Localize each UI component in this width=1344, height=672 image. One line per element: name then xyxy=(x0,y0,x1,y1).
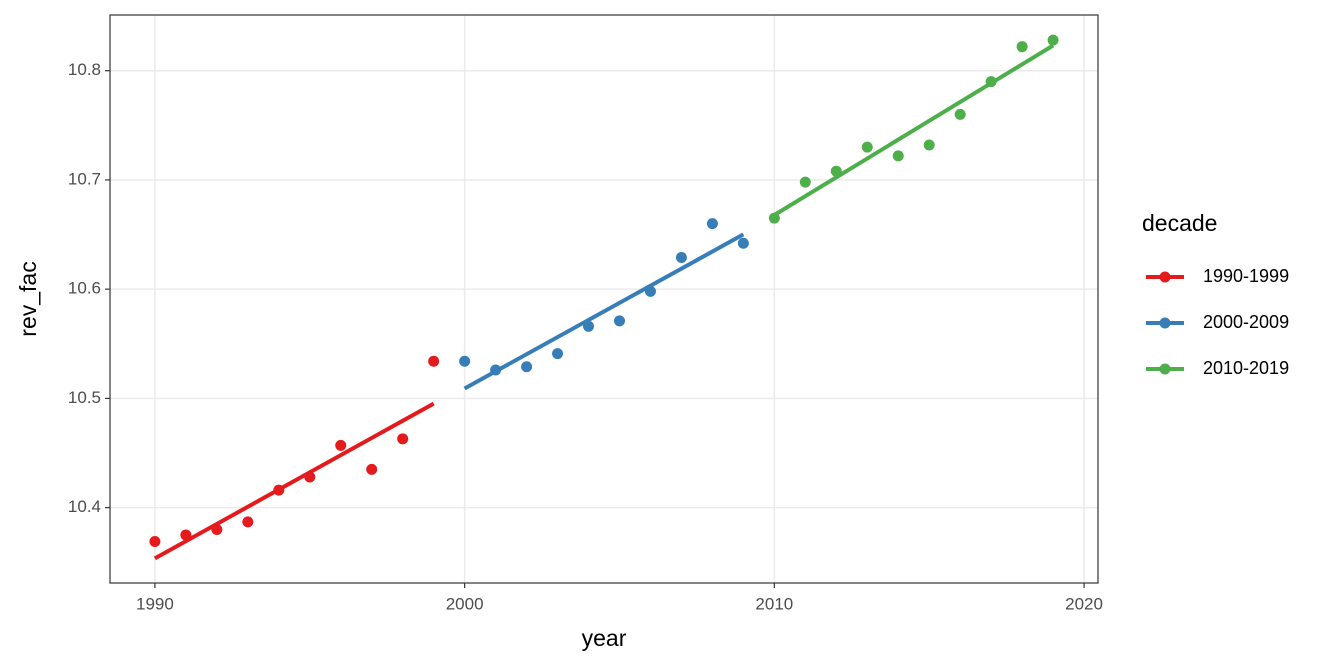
point xyxy=(892,150,904,162)
legend-label: 1990-1999 xyxy=(1203,266,1289,286)
legend-point xyxy=(1159,271,1171,283)
point xyxy=(985,76,997,88)
point xyxy=(768,212,780,224)
point xyxy=(613,315,625,327)
legend-label: 2010-2019 xyxy=(1203,358,1289,378)
point xyxy=(211,523,223,535)
point xyxy=(1047,34,1059,46)
trend-line xyxy=(463,232,745,391)
trend-line xyxy=(773,43,1055,217)
legend-label: 2000-2009 xyxy=(1203,312,1289,332)
y-tick-label: 10.4 xyxy=(68,497,101,516)
point xyxy=(149,535,161,547)
legend-title: decade xyxy=(1142,210,1217,236)
x-tick-label: 2010 xyxy=(755,594,793,613)
point xyxy=(552,348,564,360)
point xyxy=(830,165,842,177)
point xyxy=(675,251,687,263)
plot-border xyxy=(109,14,1099,584)
point xyxy=(706,218,718,230)
point xyxy=(954,108,966,120)
x-tick-label: 2000 xyxy=(446,594,484,613)
y-tick-label: 10.8 xyxy=(68,60,101,79)
legend-point xyxy=(1159,317,1171,329)
point xyxy=(459,355,471,367)
point xyxy=(397,433,409,445)
point xyxy=(490,364,502,376)
y-tick-label: 10.7 xyxy=(68,169,101,188)
legend-point xyxy=(1159,363,1171,375)
point xyxy=(644,285,656,297)
grid xyxy=(110,15,1098,583)
point xyxy=(861,141,873,153)
point xyxy=(799,176,811,188)
y-tick-label: 10.5 xyxy=(68,388,101,407)
point xyxy=(273,484,285,496)
x-tick-label: 2020 xyxy=(1065,594,1103,613)
x-tick-label: 1990 xyxy=(136,594,174,613)
point xyxy=(1016,41,1028,53)
point xyxy=(923,139,935,151)
point xyxy=(180,529,192,541)
point xyxy=(583,320,595,332)
point xyxy=(335,439,347,451)
point xyxy=(428,355,440,367)
point xyxy=(304,471,316,483)
point xyxy=(737,237,749,249)
trend-line xyxy=(153,401,435,561)
x-axis-title: year xyxy=(582,625,627,651)
point xyxy=(366,463,378,475)
y-axis-title: rev_fac xyxy=(15,261,41,336)
point xyxy=(521,361,533,373)
y-tick-label: 10.6 xyxy=(68,279,101,298)
point xyxy=(242,516,254,528)
